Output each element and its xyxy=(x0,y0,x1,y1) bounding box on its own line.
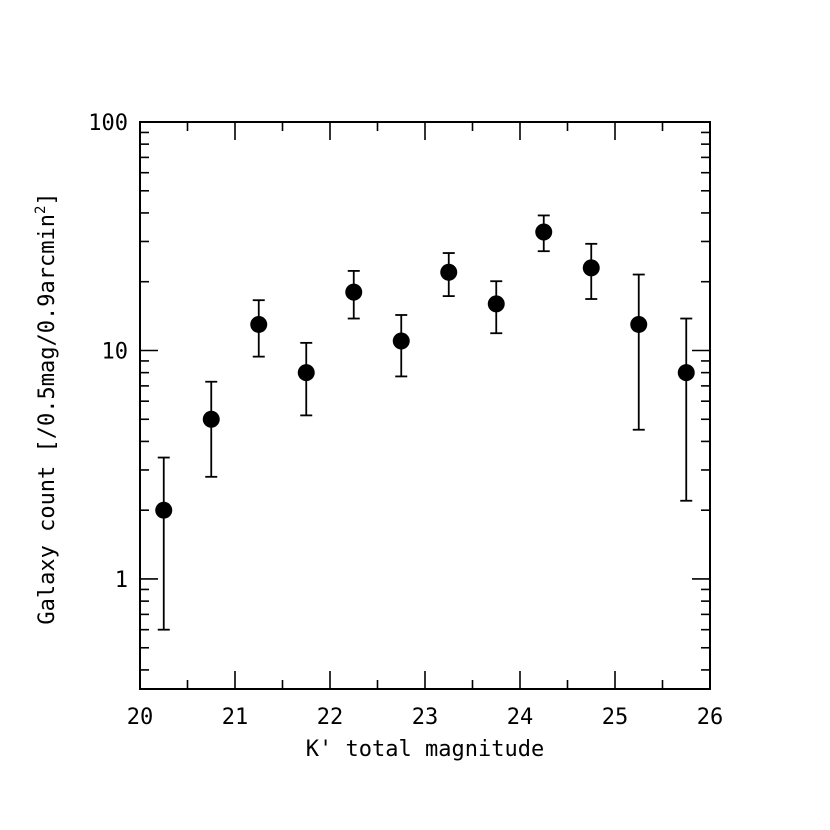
y-axis-title: Galaxy count [/0.5mag/0.9arcmin2] xyxy=(33,192,60,624)
data-marker xyxy=(630,315,648,333)
data-marker xyxy=(250,315,268,333)
x-tick-labels: 20 21 22 23 24 25 26 xyxy=(127,705,724,730)
x-tick-label: 24 xyxy=(507,705,534,730)
x-tick-label: 20 xyxy=(127,705,154,730)
data-marker xyxy=(582,259,600,277)
data-marker xyxy=(487,295,505,313)
y-axis-title-superscript: 2 xyxy=(33,206,49,214)
x-tick-label: 21 xyxy=(222,705,249,730)
data-point xyxy=(392,314,410,378)
data-marker xyxy=(440,263,458,281)
plot-frame xyxy=(139,121,711,690)
data-point xyxy=(440,252,458,298)
data-marker xyxy=(297,364,315,382)
x-tick-label: 22 xyxy=(317,705,344,730)
data-point xyxy=(155,456,173,631)
data-point xyxy=(297,341,315,417)
data-point xyxy=(630,273,648,431)
y-tick-label: 1 xyxy=(115,568,128,593)
data-point xyxy=(345,270,363,320)
data-point xyxy=(535,214,553,253)
data-point xyxy=(582,242,600,300)
y-axis-title-close: ] xyxy=(35,192,60,205)
y-tick-labels: 1 10 100 xyxy=(88,111,128,593)
data-marker xyxy=(155,501,173,519)
data-points xyxy=(155,214,695,631)
data-point xyxy=(487,280,505,335)
y-axis-title-main: Galaxy count [/0.5mag/0.9arcmin xyxy=(35,214,60,625)
data-marker xyxy=(392,332,410,350)
axis-ticks xyxy=(139,121,711,689)
data-marker xyxy=(535,223,553,241)
x-tick-label: 25 xyxy=(602,705,629,730)
y-tick-label: 10 xyxy=(102,339,129,364)
x-tick-label: 23 xyxy=(412,705,439,730)
data-marker xyxy=(345,283,363,301)
x-axis-title: K' total magnitude xyxy=(306,737,544,762)
data-marker xyxy=(202,410,220,428)
y-tick-label: 100 xyxy=(88,111,128,136)
x-tick-label: 26 xyxy=(697,705,724,730)
data-point xyxy=(250,299,268,358)
data-point xyxy=(677,317,695,502)
data-point xyxy=(202,380,220,478)
data-marker xyxy=(677,364,695,382)
